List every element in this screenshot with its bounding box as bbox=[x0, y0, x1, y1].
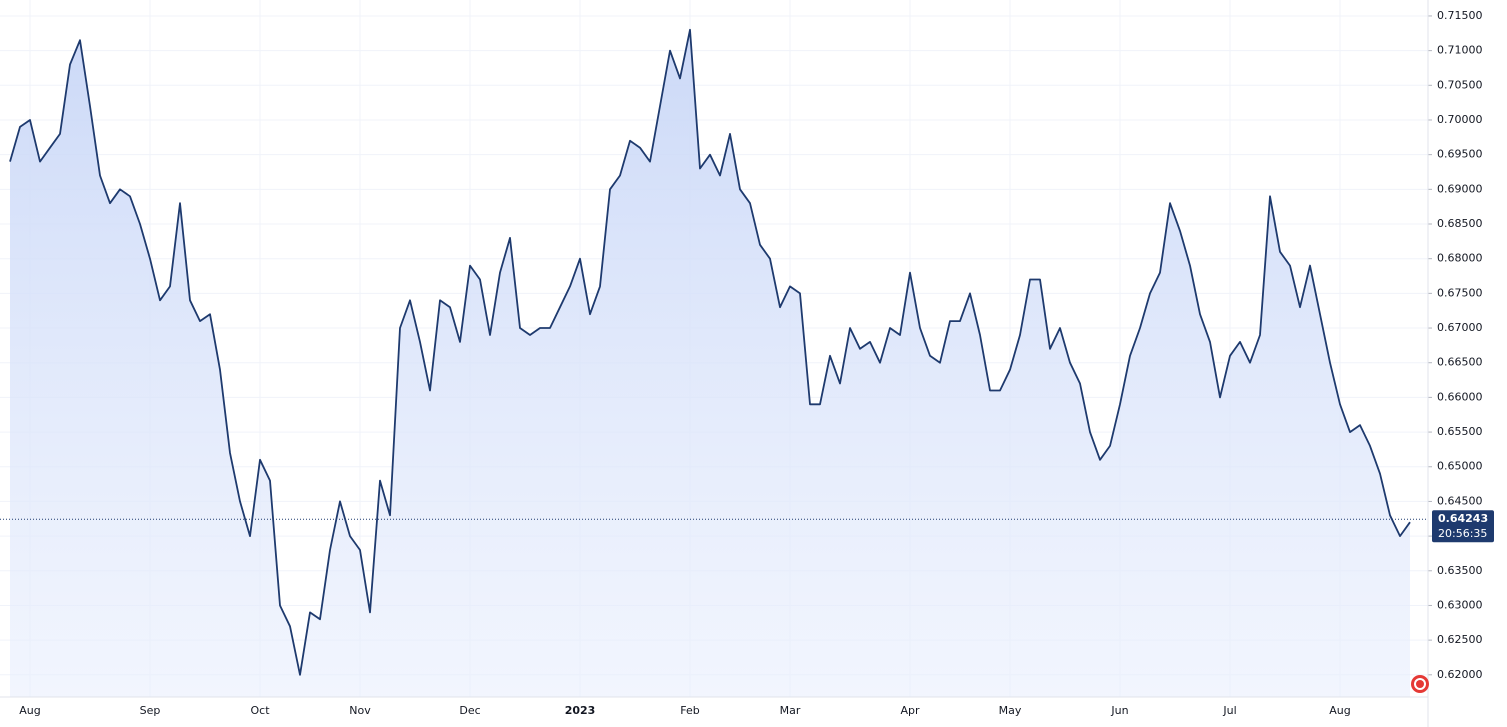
flag-icon bbox=[1411, 675, 1429, 693]
y-tick-label: 0.70500 bbox=[1437, 78, 1483, 91]
y-tick-label: 0.62000 bbox=[1437, 668, 1483, 681]
last-price-box bbox=[1432, 510, 1494, 543]
y-tick-label: 0.68000 bbox=[1437, 252, 1483, 265]
x-tick-label: Feb bbox=[680, 704, 699, 717]
last-price-label: 0.64243 bbox=[1438, 512, 1488, 525]
y-tick-label: 0.64500 bbox=[1437, 494, 1483, 507]
x-tick-label: Apr bbox=[900, 704, 920, 717]
y-tick-label: 0.70000 bbox=[1437, 113, 1483, 126]
plot: 0.620000.625000.630000.635000.640000.645… bbox=[0, 0, 1494, 717]
x-tick-label: Oct bbox=[250, 704, 270, 717]
x-tick-label: Sep bbox=[140, 704, 161, 717]
y-tick-label: 0.66000 bbox=[1437, 390, 1483, 403]
y-tick-label: 0.67000 bbox=[1437, 321, 1483, 334]
x-tick-label: Nov bbox=[349, 704, 371, 717]
x-tick-label: Mar bbox=[780, 704, 801, 717]
y-tick-label: 0.69000 bbox=[1437, 182, 1483, 195]
y-tick-label: 0.65000 bbox=[1437, 460, 1483, 473]
x-tick-label: 2023 bbox=[565, 704, 596, 717]
y-tick-label: 0.62500 bbox=[1437, 633, 1483, 646]
x-tick-label: Dec bbox=[459, 704, 480, 717]
y-tick-label: 0.71000 bbox=[1437, 44, 1483, 57]
x-tick-label: Aug bbox=[19, 704, 40, 717]
y-tick-label: 0.68500 bbox=[1437, 217, 1483, 230]
y-tick-label: 0.69500 bbox=[1437, 148, 1483, 161]
y-tick-label: 0.71500 bbox=[1437, 9, 1483, 22]
y-tick-label: 0.66500 bbox=[1437, 356, 1483, 369]
y-tick-label: 0.65500 bbox=[1437, 425, 1483, 438]
x-tick-label: Aug bbox=[1329, 704, 1350, 717]
price-line bbox=[9, 28, 1411, 676]
x-tick-label: May bbox=[999, 704, 1022, 717]
x-tick-label: Jul bbox=[1222, 704, 1236, 717]
area-fill bbox=[10, 29, 1410, 698]
y-tick-label: 0.67500 bbox=[1437, 286, 1483, 299]
x-tick-label: Jun bbox=[1110, 704, 1128, 717]
last-price-time: 20:56:35 bbox=[1438, 527, 1487, 540]
y-tick-label: 0.63000 bbox=[1437, 598, 1483, 611]
y-tick-label: 0.63500 bbox=[1437, 564, 1483, 577]
